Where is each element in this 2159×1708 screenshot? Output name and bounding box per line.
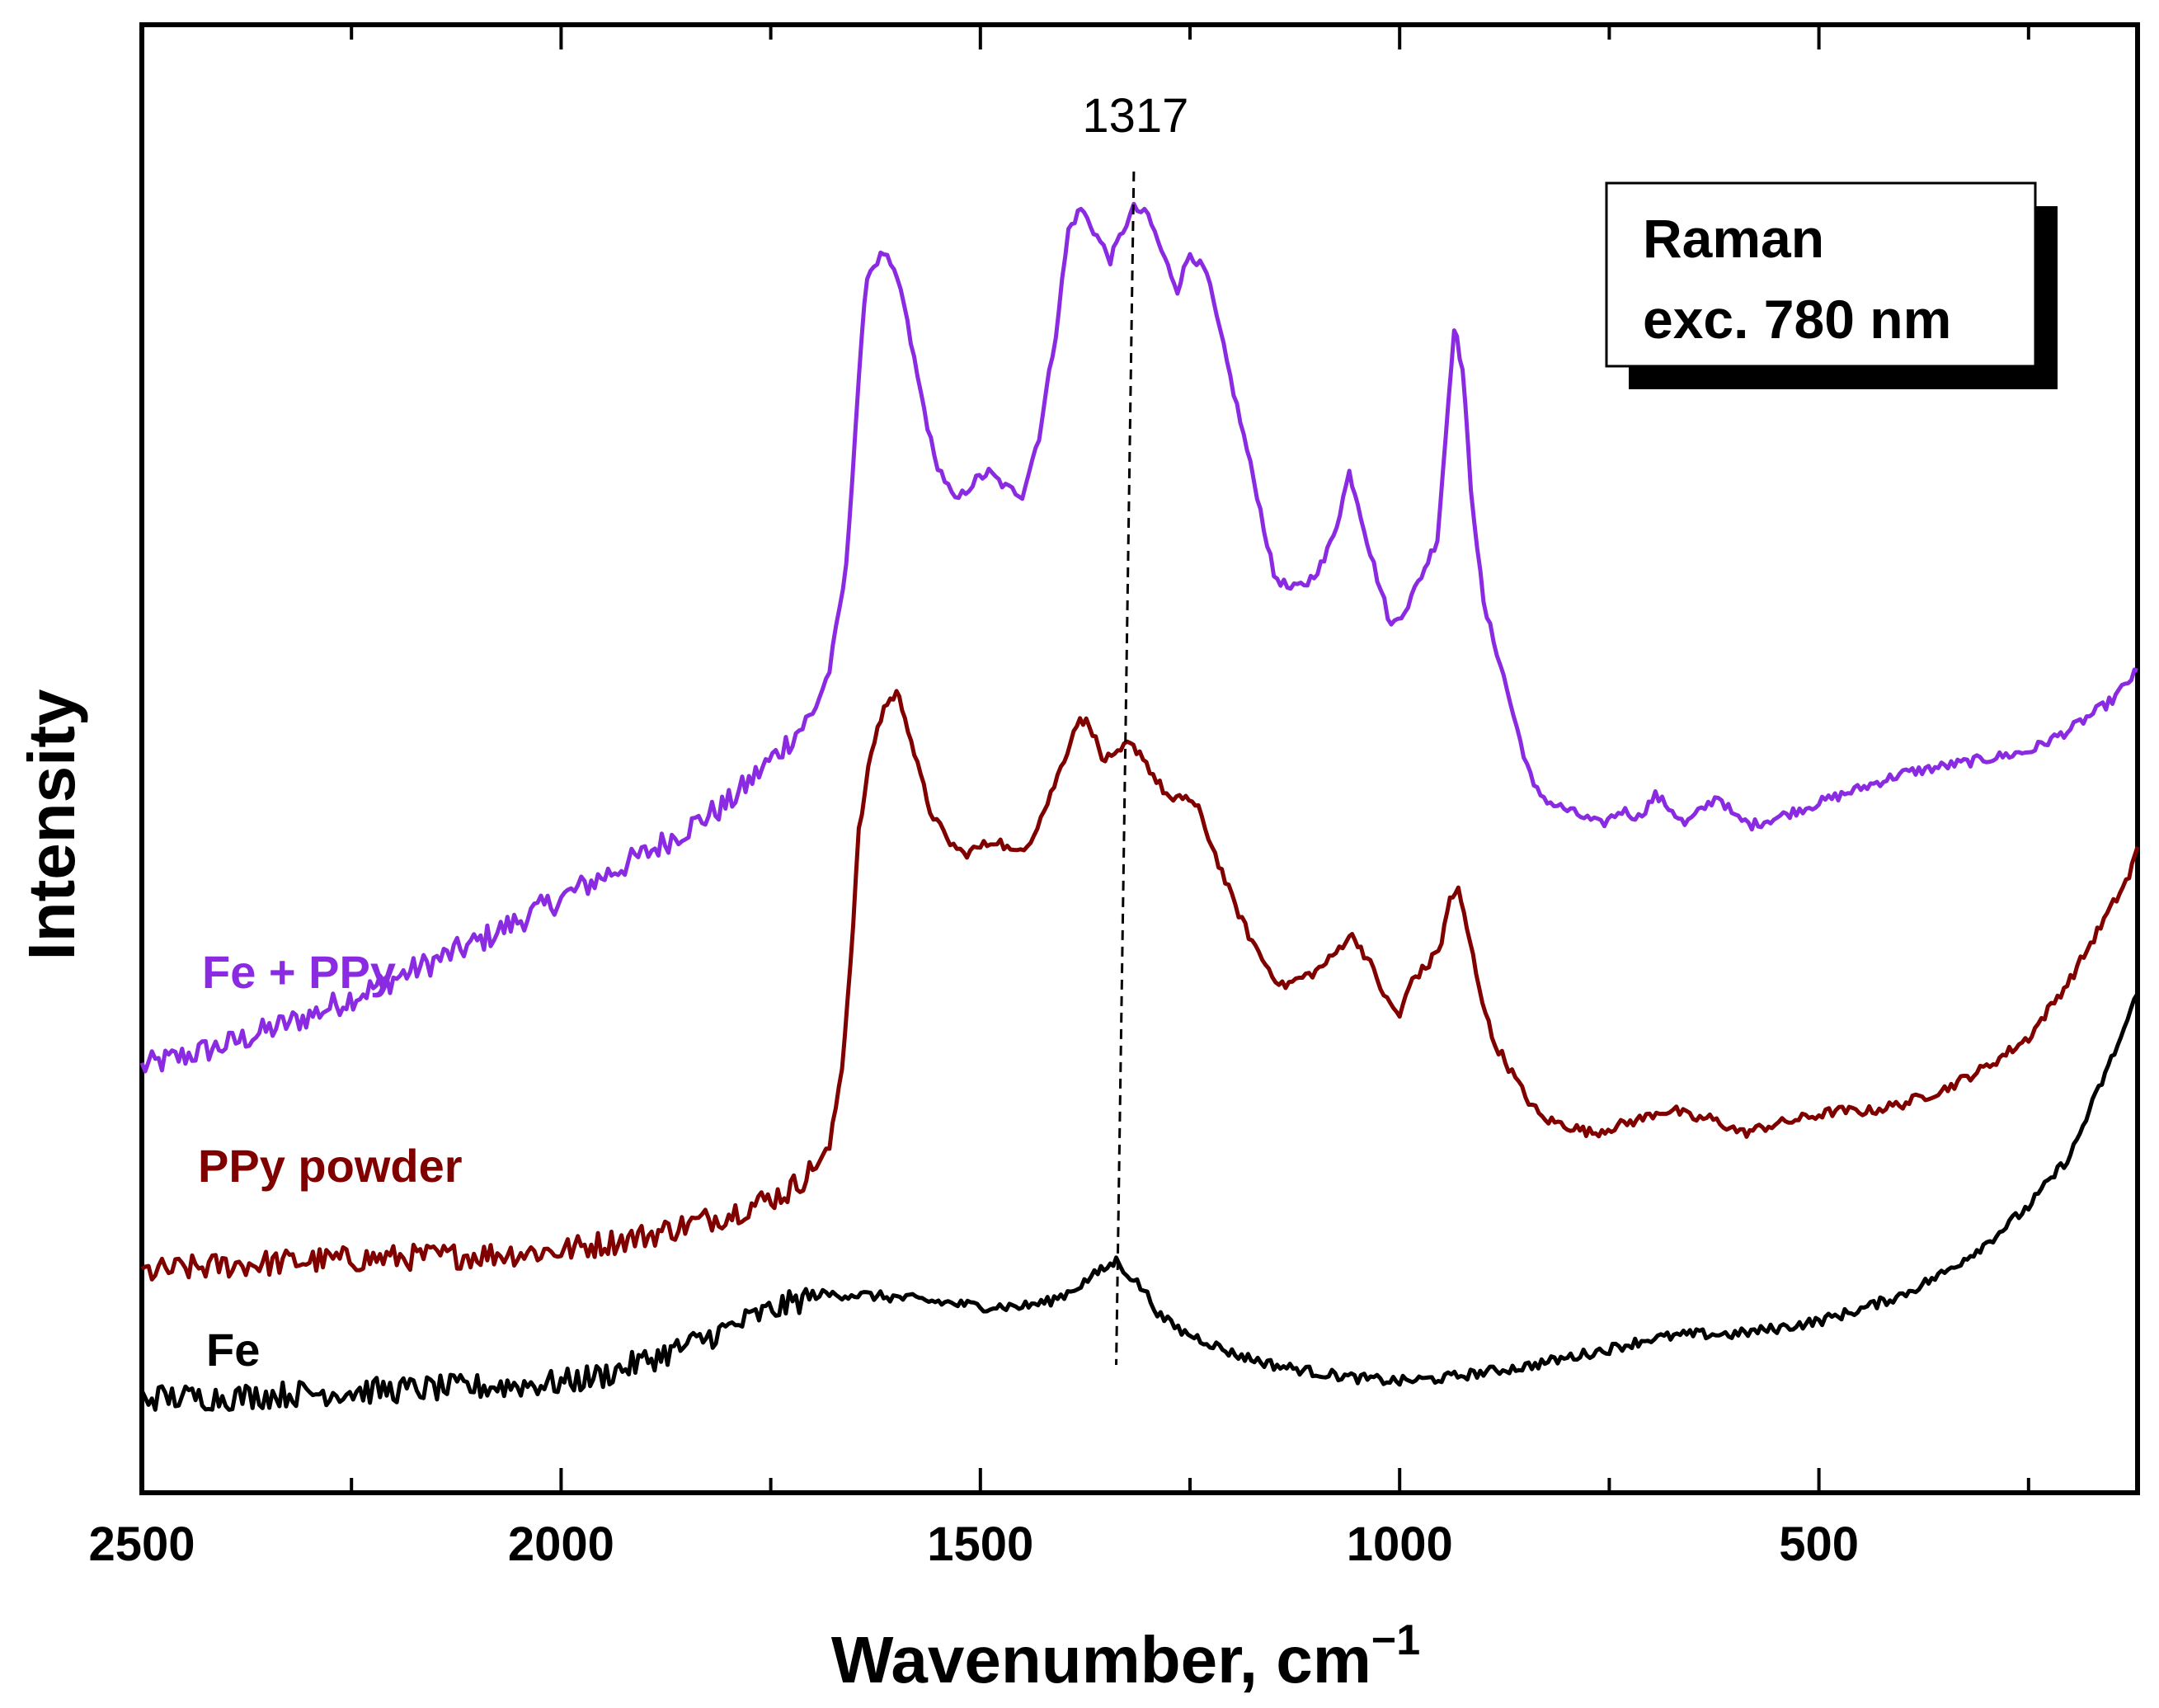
peak-1317-label: 1317: [1082, 89, 1188, 143]
x-tick-label: 2000: [508, 1517, 614, 1571]
x-tick-label: 1500: [927, 1517, 1033, 1571]
legend-line-2: exc. 780 nm: [1643, 289, 1951, 350]
x-axis-title: Wavenumber, cm−1: [831, 1616, 1420, 1696]
peak-1317-marker-line: [1115, 171, 1136, 1366]
series-layer: [139, 201, 2140, 1412]
x-tick-label: 500: [1779, 1517, 1859, 1571]
annotation-layer: 1317: [1082, 89, 1188, 1366]
series-line-fe-ppy: [139, 201, 2138, 1074]
legend-frame: [1605, 181, 2037, 368]
y-axis-title: Intensity: [15, 689, 88, 960]
series-label-fe-ppy: Fe + PPy: [202, 946, 396, 998]
legend-line-1: Raman: [1643, 208, 1824, 269]
series-label-fe: Fe: [206, 1324, 260, 1376]
series-label-ppy-powder: PPy powder: [198, 1140, 463, 1192]
x-axis-title-superscript: −1: [1371, 1616, 1420, 1664]
x-tick-label: 1000: [1347, 1517, 1453, 1571]
x-tick-label: 2500: [88, 1517, 195, 1571]
plot-frame: [139, 22, 2140, 1495]
series-line-ppy-powder: [140, 689, 2140, 1282]
plot-area: [139, 22, 2140, 1495]
x-axis-ticks: 2500 2000 1500 1000 500: [88, 25, 2030, 1571]
legend-box: Raman exc. 780 nm: [1605, 181, 2058, 389]
series-line-fe: [139, 992, 2140, 1412]
x-axis-title-main: Wavenumber, cm: [831, 1623, 1371, 1696]
